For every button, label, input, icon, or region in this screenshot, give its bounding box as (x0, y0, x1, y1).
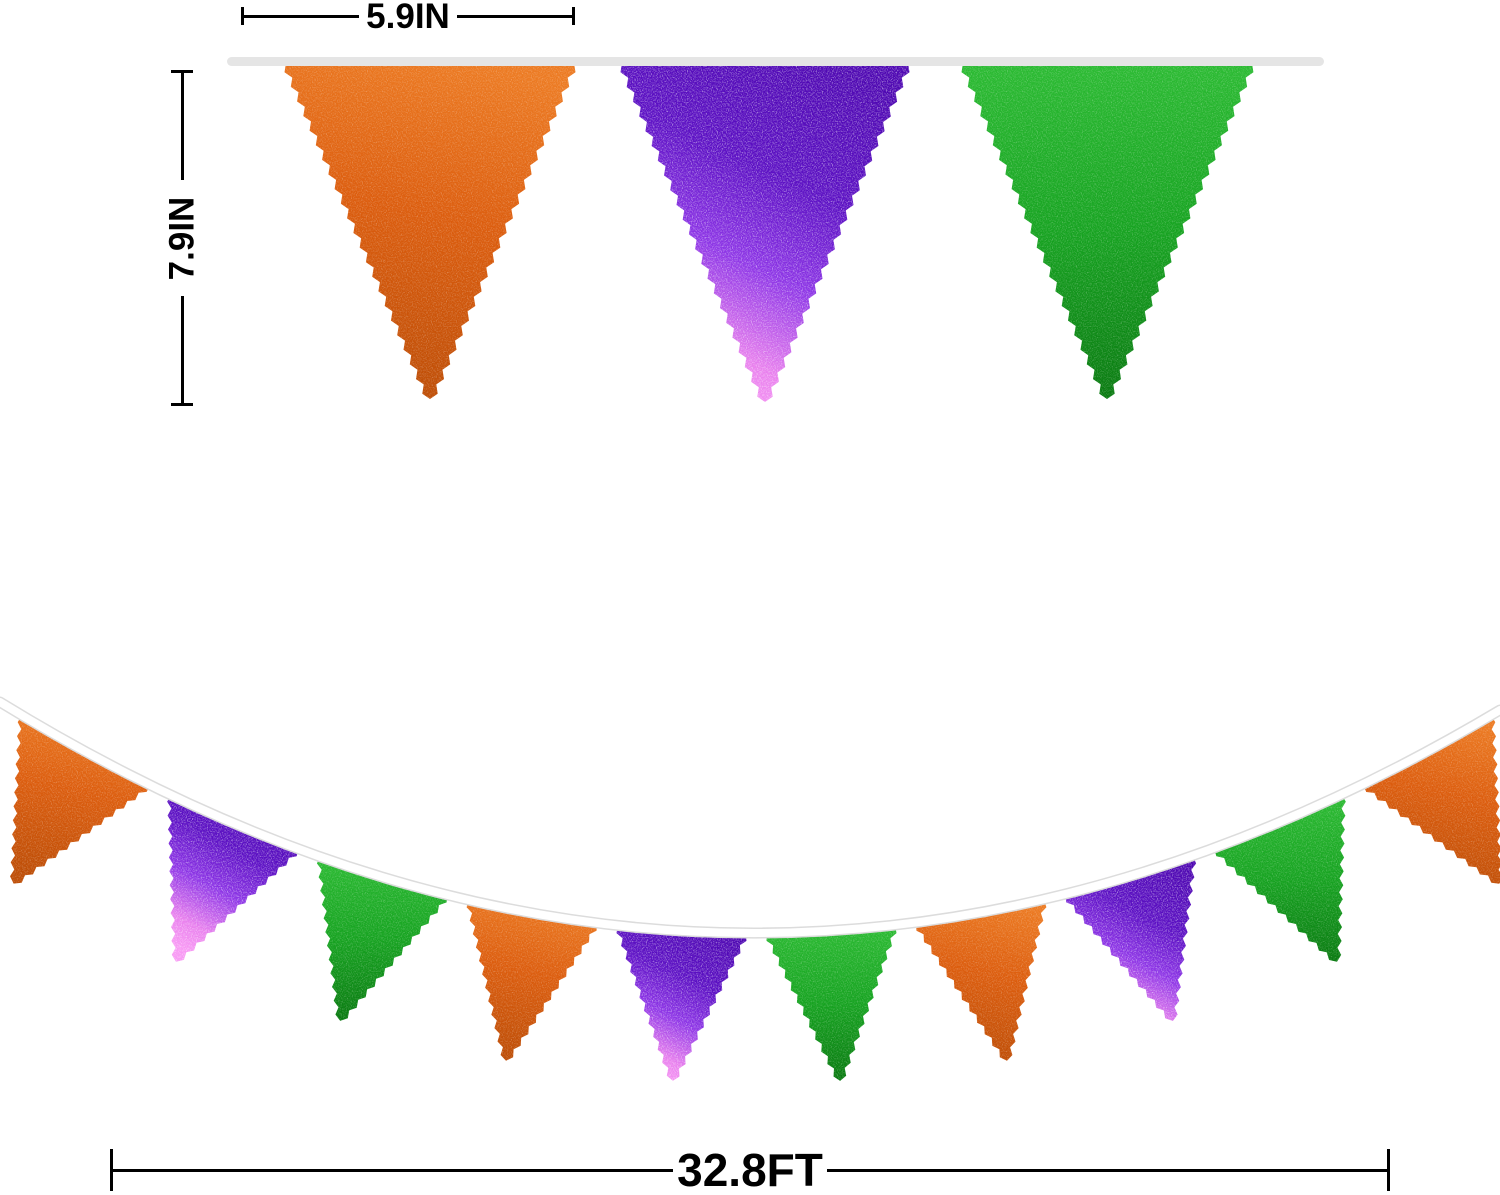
foil-texture-overlay (10, 715, 150, 884)
dimension-line (113, 1168, 674, 1172)
banner-string-bottom (0, 698, 1500, 937)
dimension-tick (171, 70, 193, 73)
foil-texture-overlay (1065, 856, 1197, 1021)
flag-height-label-box: 7.9IN (163, 180, 202, 296)
foil-texture-overlay (916, 899, 1047, 1061)
foil-texture-overlay (961, 63, 1254, 399)
pennant-flag-purple (620, 63, 910, 402)
banner-length-dimension: 32.8FT (110, 1144, 1391, 1195)
flag-width-dimension: 5.9IN (241, 0, 575, 36)
pennant-flag-orange (916, 899, 1047, 1061)
pennant-flag-purple (1065, 856, 1197, 1021)
dimension-tick (171, 403, 193, 406)
foil-texture-overlay (466, 899, 597, 1061)
foil-texture-overlay (616, 925, 747, 1081)
dimension-tick (572, 7, 575, 25)
dimension-line (180, 296, 184, 403)
flag-height-dimension: 7.9IN (163, 70, 202, 406)
dimension-line (826, 1168, 1388, 1172)
pennant-flag-green (961, 63, 1254, 399)
dimension-tick (1387, 1149, 1391, 1191)
dimension-line (180, 73, 184, 180)
pennant-flag-orange (284, 63, 576, 399)
dimension-tick (241, 7, 244, 25)
foil-texture-overlay (1363, 715, 1500, 884)
foil-texture-overlay (284, 63, 576, 399)
pennant-flag-orange (10, 715, 150, 884)
pennant-flag-green (766, 925, 897, 1081)
foil-texture-overlay (316, 856, 448, 1021)
pennant-flag-orange (1363, 715, 1500, 884)
banner-length-label: 32.8FT (677, 1144, 823, 1195)
banner-string-top (227, 57, 1324, 66)
pennant-flag-orange (466, 899, 597, 1061)
foil-texture-overlay (766, 925, 897, 1081)
dimension-tick (110, 1149, 113, 1191)
flag-width-label: 5.9IN (366, 0, 450, 36)
pennant-flag-green (316, 856, 448, 1021)
dimension-line (244, 14, 360, 18)
dimension-line (456, 14, 572, 18)
foil-texture-overlay (620, 63, 910, 402)
flag-height-label: 7.9IN (162, 196, 202, 280)
pennant-flag-purple (616, 925, 747, 1081)
